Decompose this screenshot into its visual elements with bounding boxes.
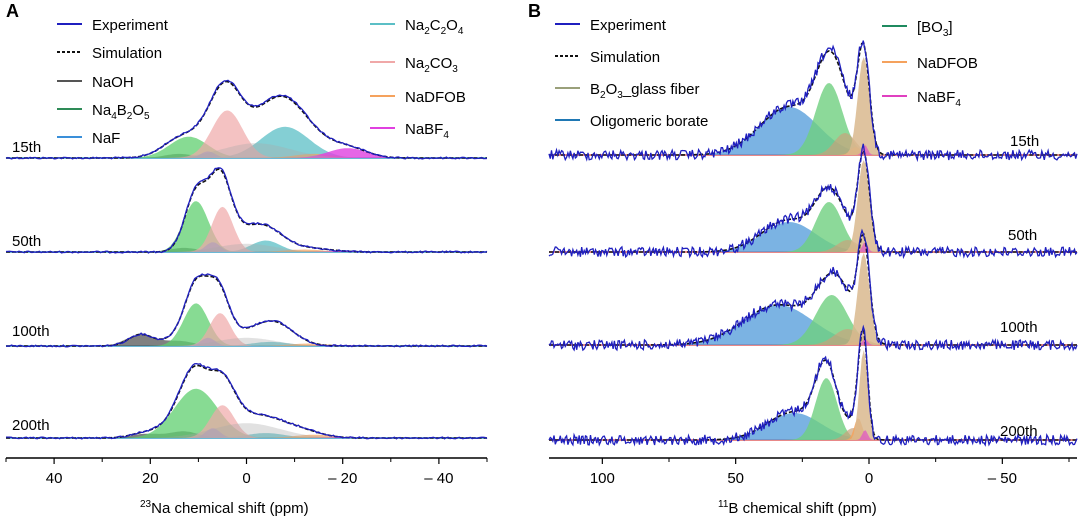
spectrum-15th <box>5 79 488 160</box>
experiment-line-100th <box>5 273 488 348</box>
legend-b-label-simulation: Simulation <box>590 49 660 66</box>
legend-b-label-b2o3: B2O3_glass fiber <box>590 81 700 101</box>
component-broad-15th <box>6 143 487 158</box>
component--bo3--50th <box>549 202 1077 252</box>
cycle-label-b-15: 15th <box>1010 133 1039 150</box>
tick-label-0-0: 40 <box>46 470 63 487</box>
spectrum-100th <box>548 228 1078 352</box>
spectrum-50th <box>548 143 1078 260</box>
cycle-label-a-50: 50th <box>12 233 41 250</box>
spectrum-200th <box>6 362 488 440</box>
panel-b-spectra <box>548 40 1078 447</box>
panel-b-x-axis: 100 50 0 – 50 <box>549 457 1077 487</box>
tick-label-0-1: 20 <box>142 470 159 487</box>
panel-b-xlabel: 11B chemical shift (ppm) <box>718 499 877 517</box>
cycle-label-b-100: 100th <box>1000 319 1038 336</box>
legend-label-simulation: Simulation <box>92 45 162 62</box>
legend-label-naf: NaF <box>92 130 120 147</box>
legend-b-label-bo3: [BO3] <box>917 19 953 39</box>
experiment-line-100th <box>548 228 1078 352</box>
legend-label-naoh: NaOH <box>92 74 134 91</box>
legend-label-nabf4: NaBF4 <box>405 121 449 141</box>
panel-b-legend-col2: [BO3] NaDFOB NaBF4 <box>882 19 978 109</box>
panel-b-xlabel-sup: 11 <box>718 499 729 510</box>
tick-label-0-2: 0 <box>242 470 250 487</box>
spectrum-50th <box>5 167 488 254</box>
experiment-line-200th <box>548 324 1078 447</box>
tick-label-1-2: 0 <box>865 470 873 487</box>
component-broad-100th <box>6 337 487 346</box>
tick-label-1-3: – 50 <box>988 470 1017 487</box>
tick-label-1-0: 100 <box>590 470 615 487</box>
spectrum-200th <box>548 324 1078 447</box>
component-broad-200th <box>6 423 487 438</box>
component-na2co3-15th <box>6 110 487 158</box>
legend-b-label-oligomeric: Oligomeric borate <box>590 113 708 130</box>
component-naoh-100th <box>6 334 487 346</box>
legend-label-experiment: Experiment <box>92 17 169 34</box>
component--bo3--200th <box>549 378 1077 440</box>
component-nabf4-15th <box>6 148 487 158</box>
cycle-label-b-50: 50th <box>1008 227 1037 244</box>
panel-a-xlabel-text: Na chemical shift (ppm) <box>151 500 309 517</box>
simulation-line-50th <box>6 168 487 253</box>
panel-b-legend: Experiment Simulation B2O3_glass fiber O… <box>555 17 708 130</box>
spectrum-15th <box>548 40 1078 163</box>
experiment-line-15th <box>548 40 1078 163</box>
legend-b-label-nabf4: NaBF4 <box>917 89 961 109</box>
panel-a-legend: Experiment Simulation NaOH Na4B2O5 NaF <box>57 17 169 147</box>
component-broad-50th <box>6 243 487 252</box>
simulation-line-100th <box>6 274 487 347</box>
tick-label-0-4: – 40 <box>424 470 453 487</box>
tick-label-1-1: 50 <box>727 470 744 487</box>
panel-a-x-axis: 40 20 0 – 20 – 40 <box>5 457 488 487</box>
component--bo3--100th <box>549 295 1077 345</box>
panel-a-label: A <box>6 1 19 21</box>
spectrum-100th <box>5 273 488 348</box>
panel-a-xlabel-sup: 23 <box>140 499 152 510</box>
experiment-line-50th <box>5 167 488 254</box>
experiment-line-200th <box>6 362 488 440</box>
legend-b-label-nadfob: NaDFOB <box>917 55 978 72</box>
component--bo3--15th <box>549 83 1077 155</box>
panel-a-spectra <box>5 79 488 440</box>
cycle-label-a-200: 200th <box>12 417 50 434</box>
legend-label-na2c2o4: Na2C2O4 <box>405 17 464 37</box>
panel-a-legend-col2: Na2C2O4 Na2CO3 NaDFOB NaBF4 <box>370 17 466 141</box>
panel-b-label: B <box>528 1 541 21</box>
cycle-label-a-100: 100th <box>12 323 50 340</box>
experiment-line-50th <box>548 143 1078 260</box>
cycle-label-a-15: 15th <box>12 139 41 156</box>
tick-label-0-3: – 20 <box>328 470 357 487</box>
legend-b-label-experiment: Experiment <box>590 17 667 34</box>
legend-label-na4b2o5: Na4B2O5 <box>92 102 150 122</box>
panel-a-xlabel: 23Na chemical shift (ppm) <box>140 499 309 517</box>
legend-label-na2co3: Na2CO3 <box>405 55 458 75</box>
panel-b-xlabel-text: B chemical shift (ppm) <box>728 500 876 517</box>
legend-label-nadfob: NaDFOB <box>405 89 466 106</box>
experiment-line-15th <box>5 79 488 160</box>
cycle-label-b-200: 200th <box>1000 423 1038 440</box>
